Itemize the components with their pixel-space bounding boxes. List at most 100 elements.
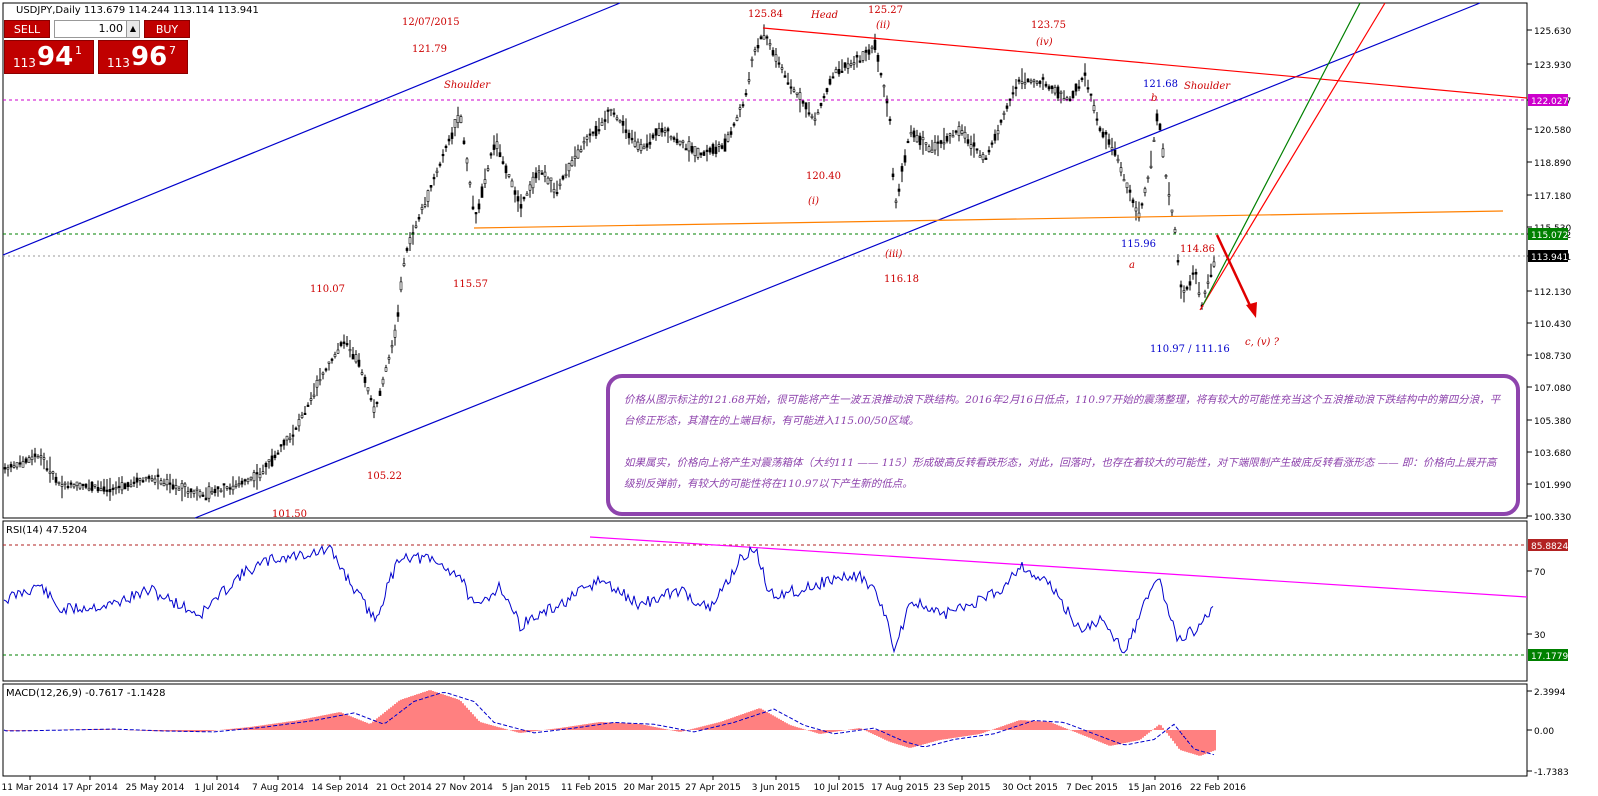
sell-price-big: 94: [37, 42, 74, 72]
price-candle-body: [492, 144, 496, 150]
head-shoulders-resistance-line: [762, 27, 1528, 99]
price-candle-body: [942, 142, 946, 145]
price-candle-body: [585, 136, 589, 140]
price-candle-body: [771, 50, 775, 56]
chevron-up-icon: ▲: [129, 24, 137, 33]
price-candle-body: [777, 62, 781, 65]
price-candle-body: [336, 349, 340, 354]
price-candle-body: [741, 104, 745, 107]
price-candle-body: [651, 134, 655, 139]
price-candle-body: [525, 193, 529, 196]
price-candle-body: [1059, 91, 1063, 94]
price-candle-body: [177, 488, 181, 491]
price-candle-body: [747, 79, 751, 82]
time-tick-label: 15 Jan 2016: [1128, 783, 1182, 793]
price-candle-body: [297, 419, 301, 427]
price-candle-body: [990, 142, 994, 145]
buy-price[interactable]: 113 96 7: [98, 40, 188, 74]
price-candle-body: [141, 480, 145, 483]
price-candle-body: [468, 182, 472, 185]
price-candle-body: [1194, 271, 1198, 275]
price-candle-body: [648, 141, 652, 145]
price-candle-body: [840, 70, 844, 73]
price-candle-body: [321, 372, 325, 375]
price-candle-body: [264, 462, 268, 468]
price-candle-body: [810, 115, 814, 118]
symbol-title: USDJPY,Daily 113.679 114.244 113.114 113…: [16, 5, 259, 16]
time-axis[interactable]: 11 Mar 2014 17 Apr 2014 25 May 2014 1 Jul 2…: [1, 776, 1246, 793]
price-badge: [1528, 250, 1568, 262]
price-candle-body: [1149, 165, 1153, 168]
channel-lower-line: [194, 2, 1481, 519]
price-axis[interactable]: 125.630 123.930 122.027 120.580 118.890 117.1…: [1527, 27, 1571, 523]
price-candle-body: [126, 482, 130, 487]
price-candle-body: [1212, 261, 1216, 267]
price-candle-body: [63, 482, 67, 485]
time-tick-label: 22 Feb 2016: [1190, 783, 1246, 793]
buy-button[interactable]: BUY: [144, 20, 190, 38]
price-candle-body: [378, 390, 382, 396]
price-candle-body: [1005, 105, 1009, 109]
price-candle-body: [714, 146, 718, 154]
price-candle-body: [435, 170, 439, 173]
rsi-title: RSI(14) 47.5204: [6, 525, 87, 536]
price-candle-body: [120, 482, 124, 491]
wave-annotation: 125.27: [868, 5, 903, 16]
price-candle-body: [99, 488, 103, 492]
price-candle-body: [366, 387, 370, 392]
price-candle-body: [1119, 167, 1123, 173]
wave-annotation: c, (v) ?: [1245, 337, 1280, 348]
price-candle-body: [414, 225, 418, 228]
wave-annotation: Head: [810, 10, 838, 21]
price-candle-body: [843, 62, 847, 68]
price-candle-body: [15, 462, 19, 468]
price-candle-body: [663, 130, 667, 133]
price-candle-body: [117, 485, 121, 489]
price-candle-body: [1152, 139, 1156, 142]
wave-annotation: 115.96: [1121, 239, 1156, 250]
sell-price[interactable]: 113 94 1: [4, 40, 94, 74]
price-tick-label: 123.930: [1534, 61, 1571, 71]
price-candle-body: [795, 92, 799, 95]
price-candle-body: [1041, 77, 1045, 80]
price-badge-label: 122.027: [1531, 97, 1568, 107]
price-candle-body: [708, 147, 712, 153]
wave-annotation: Shoulder: [444, 80, 491, 91]
wave-annotation: 115.57: [453, 279, 488, 290]
price-candle-body: [93, 484, 97, 487]
price-candle-body: [429, 185, 433, 188]
buy-price-big: 96: [131, 42, 168, 72]
wave-annotation: 121.68: [1143, 79, 1178, 90]
price-candle-body: [756, 44, 760, 49]
price-candle-body: [612, 112, 616, 115]
price-candle-body: [1131, 199, 1135, 203]
price-candle-body: [501, 161, 505, 164]
macd-tick-label: -1.7383: [1534, 768, 1569, 778]
price-candle-body: [276, 452, 280, 455]
rsi-badge: [1528, 649, 1568, 661]
price-candle-body: [519, 204, 523, 209]
price-tick-label: 112.130: [1534, 288, 1571, 298]
price-candle-body: [570, 160, 574, 167]
price-candle-body: [306, 404, 310, 407]
price-candle-body: [1074, 83, 1078, 92]
price-candle-body: [1065, 97, 1069, 100]
lot-size-input[interactable]: 1.00: [54, 20, 140, 38]
price-candle-body: [351, 353, 355, 360]
price-candle-body: [195, 488, 199, 491]
time-tick-label: 14 Sep 2014: [311, 783, 368, 793]
time-tick-label: 7 Dec 2015: [1066, 783, 1118, 793]
price-candle-body: [909, 132, 913, 135]
analysis-text-box: 价格从图示标注的121.68开始，很可能将产生一波五浪推动浪下跌结构。2016年…: [606, 374, 1520, 516]
price-candle-body: [339, 342, 343, 346]
price-candle-body: [495, 141, 499, 149]
price-candle-body: [330, 358, 334, 361]
price-candle-body: [1188, 281, 1192, 286]
price-candle-body: [198, 491, 202, 497]
lot-increase-button[interactable]: ▲: [126, 20, 140, 38]
price-candle-body: [558, 183, 562, 186]
price-candle-body: [447, 138, 451, 142]
trend-lines[interactable]: [2, 2, 1528, 519]
sell-button[interactable]: SELL: [4, 20, 50, 38]
